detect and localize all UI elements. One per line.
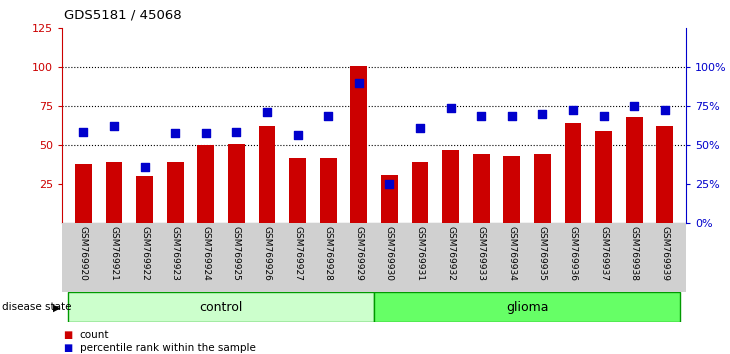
Point (629, 103, 640, 109)
Bar (258, 126, 275, 223)
Point (77, 129, 89, 135)
Text: GSM769925: GSM769925 (232, 227, 241, 281)
Bar (534, 154, 551, 223)
Point (139, 164, 150, 170)
Bar (381, 175, 398, 223)
Text: GSM769928: GSM769928 (323, 227, 333, 281)
Text: GSM769936: GSM769936 (569, 227, 577, 281)
Point (659, 107, 671, 113)
Point (537, 111, 548, 117)
Text: GSM769939: GSM769939 (660, 227, 669, 281)
Bar (374, 292, 680, 322)
Point (567, 107, 579, 113)
Point (200, 131, 212, 136)
Point (506, 113, 518, 119)
Text: GSM769926: GSM769926 (263, 227, 272, 281)
Point (323, 113, 334, 119)
Bar (504, 156, 520, 223)
Point (598, 113, 610, 119)
Bar (350, 66, 367, 223)
Bar (197, 145, 215, 223)
Point (445, 105, 456, 111)
Text: GSM769920: GSM769920 (79, 227, 88, 281)
Point (231, 129, 242, 135)
Text: GSM769932: GSM769932 (446, 227, 455, 281)
Text: GSM769933: GSM769933 (477, 227, 485, 281)
Text: ▶: ▶ (53, 302, 61, 312)
Point (414, 125, 426, 131)
Bar (564, 123, 581, 223)
Text: disease state: disease state (2, 302, 72, 312)
Point (353, 80, 365, 86)
Bar (68, 292, 374, 322)
Text: glioma: glioma (506, 301, 548, 314)
Bar (167, 162, 184, 223)
Bar (656, 126, 673, 223)
Text: ■: ■ (64, 330, 73, 339)
Text: control: control (199, 301, 243, 314)
Text: GSM769929: GSM769929 (354, 227, 364, 281)
Text: GDS5181 / 45068: GDS5181 / 45068 (64, 9, 181, 22)
Text: GSM769923: GSM769923 (171, 227, 180, 281)
Bar (106, 162, 123, 223)
Point (169, 131, 181, 136)
Text: GSM769927: GSM769927 (293, 227, 302, 281)
Bar (442, 150, 459, 223)
Text: count: count (80, 330, 109, 339)
Bar (412, 162, 429, 223)
Point (383, 181, 395, 187)
Bar (473, 154, 490, 223)
Point (292, 132, 304, 138)
Point (261, 109, 273, 115)
Text: GSM769938: GSM769938 (630, 227, 639, 281)
Text: GSM769930: GSM769930 (385, 227, 394, 281)
Bar (320, 158, 337, 223)
Text: GSM769921: GSM769921 (110, 227, 118, 281)
Text: GSM769924: GSM769924 (201, 227, 210, 281)
Point (108, 123, 120, 129)
Bar (289, 158, 306, 223)
Text: GSM769937: GSM769937 (599, 227, 608, 281)
Text: GSM769935: GSM769935 (538, 227, 547, 281)
Bar (75, 164, 92, 223)
Text: GSM769922: GSM769922 (140, 227, 149, 281)
Bar (626, 117, 642, 223)
Text: percentile rank within the sample: percentile rank within the sample (80, 343, 256, 353)
Bar (137, 176, 153, 223)
Text: GSM769934: GSM769934 (507, 227, 516, 281)
Bar (595, 131, 612, 223)
Point (475, 113, 487, 119)
Text: GSM769931: GSM769931 (415, 227, 425, 281)
Bar (228, 144, 245, 223)
Text: ■: ■ (64, 343, 73, 353)
